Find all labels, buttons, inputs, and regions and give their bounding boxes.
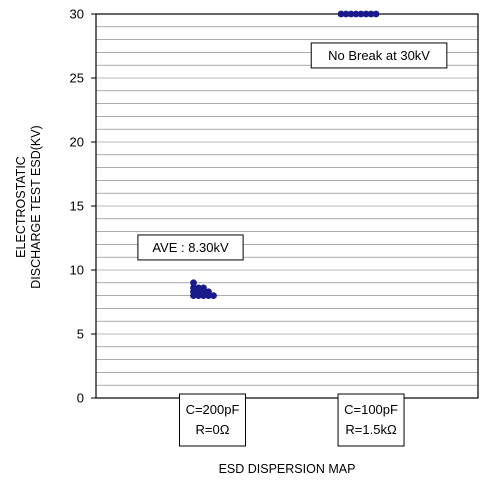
category-box <box>337 393 405 447</box>
grid-lines <box>96 26 478 386</box>
data-point <box>357 10 365 18</box>
y-tick-label: 20 <box>70 135 84 150</box>
annotation-box <box>137 234 244 261</box>
data-point <box>205 292 212 299</box>
data-point <box>347 10 355 18</box>
x-axis-title: ESD DISPERSION MAP <box>219 462 356 476</box>
category-label: R=0Ω <box>196 422 230 437</box>
category-label: R=1.5kΩ <box>345 422 397 437</box>
y-axis-ticks: 0 5 10 15 20 25 30 <box>70 7 96 406</box>
data-point <box>195 292 202 299</box>
annotation-text: AVE : 8.30kV <box>152 240 229 255</box>
y-axis-title-line1: ELECTROSTATIC <box>14 156 28 258</box>
y-tick-label: 10 <box>70 263 84 278</box>
annotation-box <box>310 42 448 69</box>
data-point <box>367 10 375 18</box>
data-point <box>372 10 380 18</box>
annotations: AVE : 8.30kV No Break at 30kV <box>137 42 448 261</box>
data-point <box>190 292 197 299</box>
y-tick-label: 30 <box>70 7 84 22</box>
data-point <box>342 10 350 18</box>
y-tick-label: 0 <box>77 391 84 406</box>
data-point <box>200 292 207 299</box>
data-point <box>210 292 217 299</box>
data-point <box>190 279 197 287</box>
y-tick-label: 15 <box>70 199 84 214</box>
y-axis-title-line2: DISCHARGE TEST ESD(KV) <box>29 125 43 288</box>
category-label: C=200pF <box>186 402 240 417</box>
y-tick-label: 5 <box>77 327 84 342</box>
category-label: C=100pF <box>344 402 398 417</box>
data-points <box>190 10 380 299</box>
data-point <box>362 10 370 18</box>
category-labels: C=200pF R=0Ω C=100pF R=1.5kΩ <box>179 393 405 447</box>
data-point <box>337 10 345 18</box>
category-box <box>179 393 247 447</box>
annotation-text: No Break at 30kV <box>328 48 430 63</box>
y-tick-label: 25 <box>70 71 84 86</box>
data-point <box>352 10 360 18</box>
